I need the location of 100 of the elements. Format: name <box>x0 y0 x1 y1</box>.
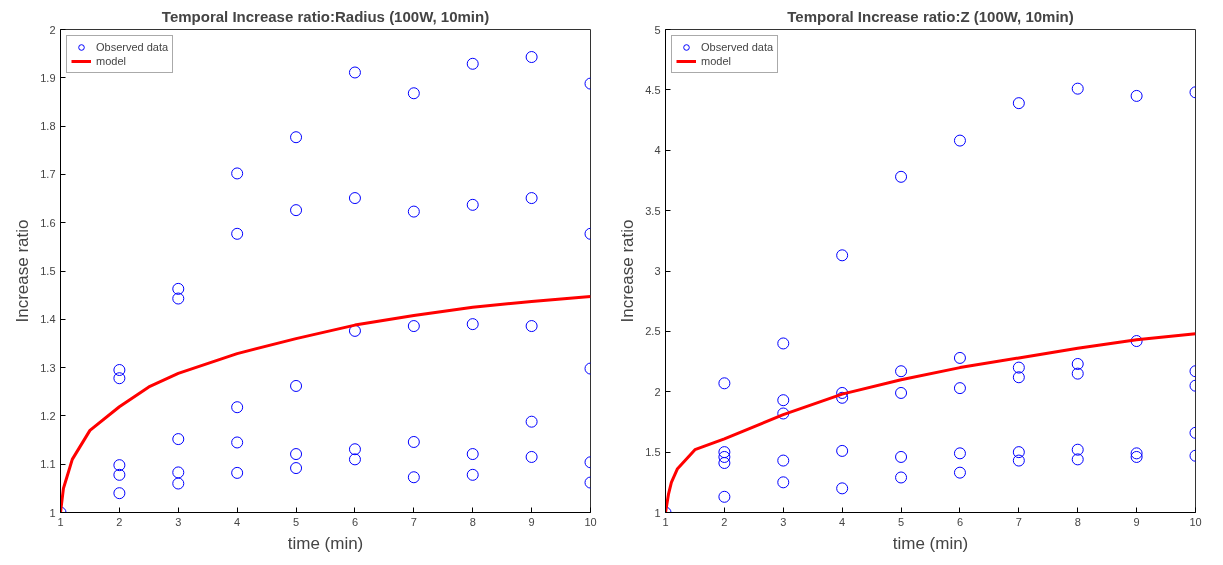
point <box>407 471 420 484</box>
y-tick-label: 1.6 <box>40 216 56 229</box>
point <box>1071 367 1084 380</box>
point <box>1012 97 1025 110</box>
point <box>231 436 244 449</box>
point <box>718 450 731 463</box>
point <box>525 450 538 463</box>
x-tick-label: 8 <box>469 515 476 528</box>
point <box>348 192 361 205</box>
y-tick-label: 1.9 <box>40 71 56 84</box>
point <box>113 372 126 385</box>
legend-label: model <box>96 54 126 68</box>
point <box>953 466 966 479</box>
point <box>1071 453 1084 466</box>
point <box>777 476 790 489</box>
y-axis-title: Increase ratio <box>618 219 638 323</box>
point <box>895 386 908 399</box>
point <box>231 227 244 240</box>
point <box>172 282 185 295</box>
y-tick-label: 1 <box>654 506 661 519</box>
y-tick-label: 1.1 <box>40 458 56 471</box>
chart-title: Temporal Increase ratio:Z (100W, 10min) <box>787 7 1074 25</box>
point <box>1071 357 1084 370</box>
point <box>777 454 790 467</box>
point <box>172 477 185 490</box>
x-tick-label: 9 <box>1133 515 1140 528</box>
x-tick-label: 6 <box>351 515 359 528</box>
point <box>1130 89 1143 102</box>
point <box>895 450 908 463</box>
point <box>718 457 731 469</box>
point <box>836 386 849 399</box>
point <box>525 192 538 205</box>
y-tick-label: 5 <box>654 23 661 36</box>
x-tick-label: 2 <box>116 515 123 528</box>
point <box>777 337 790 350</box>
point <box>953 447 966 460</box>
x-tick-label: 4 <box>839 515 846 528</box>
point <box>466 198 479 211</box>
point <box>407 320 420 333</box>
y-tick-label: 3 <box>654 265 661 277</box>
point <box>348 443 361 456</box>
point <box>231 466 244 479</box>
point <box>1012 371 1025 384</box>
point <box>466 318 479 331</box>
point <box>348 453 361 466</box>
point <box>290 379 303 392</box>
point <box>290 204 303 217</box>
point <box>953 351 966 364</box>
point <box>231 167 244 180</box>
x-tick-label: 10 <box>584 515 597 528</box>
point <box>466 57 479 70</box>
x-tick-label: 8 <box>1074 515 1081 528</box>
point <box>1012 361 1025 374</box>
x-tick-label: 6 <box>956 515 964 528</box>
point <box>466 448 479 461</box>
point <box>953 382 966 395</box>
point <box>231 401 244 414</box>
y-tick-label: 1.7 <box>40 168 56 181</box>
legend-label: Observed data <box>701 40 774 54</box>
x-tick-label: 3 <box>780 515 787 528</box>
point <box>290 448 303 461</box>
point <box>172 433 185 446</box>
x-tick-label: 5 <box>293 515 300 528</box>
y-tick-label: 1.4 <box>40 313 56 326</box>
y-axis-title: Increase ratio <box>13 219 33 323</box>
y-tick-label: 2.5 <box>645 325 661 338</box>
y-tick-label: 1.8 <box>40 120 56 133</box>
point <box>953 134 966 147</box>
point <box>836 482 849 495</box>
y-tick-label: 3.5 <box>645 204 661 217</box>
y-tick-label: 4 <box>654 144 661 157</box>
point <box>1012 454 1025 467</box>
x-tick-label: 3 <box>175 515 182 528</box>
y-tick-label: 1.5 <box>40 265 56 277</box>
y-tick-label: 2 <box>654 385 661 398</box>
point <box>895 471 908 484</box>
point <box>777 394 790 407</box>
point <box>466 468 479 481</box>
x-tick-label: 9 <box>528 515 535 528</box>
point <box>836 249 849 262</box>
x-tick-label: 10 <box>1189 515 1202 528</box>
point <box>895 170 908 183</box>
point <box>718 490 731 503</box>
y-tick-label: 4.5 <box>645 83 661 96</box>
y-tick-label: 1.3 <box>40 361 56 374</box>
legend-label: Observed data <box>96 40 169 54</box>
point <box>525 415 538 428</box>
point <box>1130 335 1143 348</box>
point <box>836 444 849 457</box>
point <box>718 446 731 459</box>
x-tick-label: 1 <box>57 515 64 528</box>
point <box>1012 446 1025 459</box>
point <box>1071 82 1084 95</box>
legend-label: model <box>701 54 731 68</box>
point <box>407 435 420 448</box>
point <box>895 365 908 378</box>
point <box>407 87 420 100</box>
point <box>348 66 361 79</box>
x-tick-label: 4 <box>234 515 241 528</box>
x-axis-title: time (min) <box>287 533 364 553</box>
